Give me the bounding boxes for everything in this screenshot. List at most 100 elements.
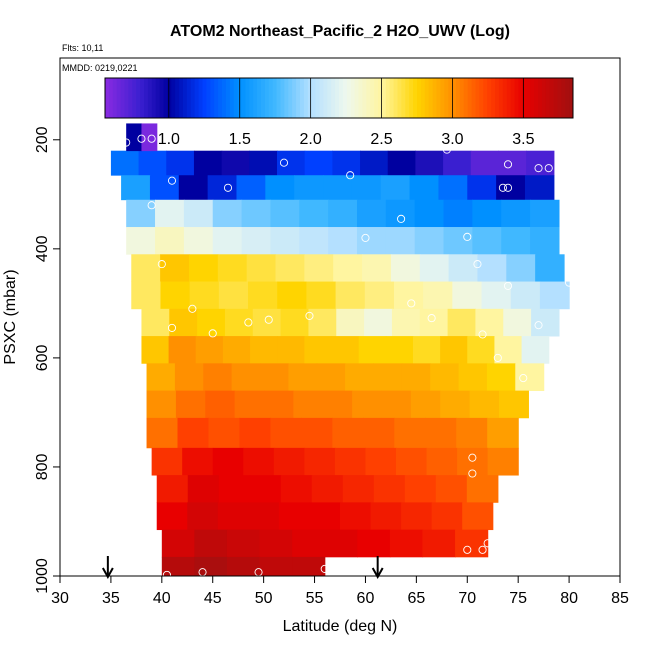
heatmap-cell xyxy=(409,175,440,201)
heatmap-cell xyxy=(193,150,223,176)
heatmap-cell xyxy=(110,150,140,176)
heatmap-cell xyxy=(270,417,302,449)
colorbar-swatch xyxy=(284,78,289,118)
colorbar-swatch xyxy=(241,78,246,118)
heatmap-cell xyxy=(423,281,453,310)
heatmap-cell xyxy=(414,199,445,228)
heatmap-cell xyxy=(156,502,188,531)
heatmap-cell xyxy=(187,502,219,531)
colorbar-swatch xyxy=(132,78,137,118)
colorbar-swatch xyxy=(569,78,574,118)
heatmap-cell xyxy=(456,417,488,449)
location-arrow-head xyxy=(101,567,114,580)
colorbar-swatch xyxy=(397,78,402,118)
sample-points xyxy=(122,134,574,579)
colorbar-swatch xyxy=(506,78,512,118)
heatmap-cell xyxy=(205,390,236,419)
heatmap-cell xyxy=(498,390,529,419)
colorbar-swatch xyxy=(229,78,235,118)
heatmap-cell xyxy=(175,390,206,419)
heatmap-cell xyxy=(412,336,441,364)
heatmap-cell xyxy=(168,336,197,364)
colorbar-swatch xyxy=(222,78,227,118)
colorbar-swatch xyxy=(467,78,473,118)
x-tick-label: 70 xyxy=(458,590,476,607)
sample-point xyxy=(473,260,482,269)
heatmap-cell xyxy=(178,175,209,201)
colorbar-swatch xyxy=(487,78,492,118)
heatmap-cell xyxy=(243,447,275,476)
colorbar-swatch xyxy=(311,78,317,118)
heatmap-cell xyxy=(160,281,191,310)
sample-point xyxy=(361,233,370,242)
heatmap-cell xyxy=(246,254,277,282)
heatmap-cell xyxy=(373,475,406,503)
colorbar-swatch xyxy=(498,78,504,118)
heatmap-cell xyxy=(250,336,278,364)
heatmap-cell xyxy=(422,529,456,558)
heatmap-cell xyxy=(443,150,472,176)
colorbar-swatch xyxy=(545,78,551,118)
colorbar-swatch xyxy=(272,78,278,118)
sample-point xyxy=(346,171,355,180)
heatmap-cell xyxy=(381,390,412,419)
heatmap-cell xyxy=(328,227,358,255)
heatmap-cell xyxy=(194,529,228,558)
colorbar-swatch xyxy=(155,78,161,118)
heatmap-cell xyxy=(435,475,468,503)
heatmap-cell xyxy=(455,529,489,558)
colorbar-swatch xyxy=(541,78,547,118)
heatmap-cell xyxy=(356,199,387,228)
x-tick-label: 35 xyxy=(102,590,120,607)
heatmap-cell xyxy=(389,529,424,558)
heatmap-cell xyxy=(498,150,527,176)
heatmap-cell xyxy=(221,150,250,176)
heatmap-cell xyxy=(264,390,294,419)
sample-point xyxy=(442,145,451,154)
sample-point xyxy=(305,311,314,320)
heatmap-cell xyxy=(161,556,195,577)
sample-point xyxy=(463,545,472,554)
x-tick-label: 65 xyxy=(407,590,425,607)
colorbar-swatch xyxy=(147,78,153,118)
colorbar-swatch xyxy=(381,78,387,118)
heatmap-cell xyxy=(370,502,402,531)
colorbar-swatch xyxy=(327,78,332,118)
colorbar-swatch xyxy=(495,78,500,118)
heatmap-cell xyxy=(218,281,249,310)
colorbar-swatch xyxy=(510,78,515,118)
heatmap-cell xyxy=(308,308,337,337)
heatmap-cell xyxy=(487,447,519,476)
sample-point xyxy=(483,539,492,548)
heatmap-cell xyxy=(316,363,346,392)
sample-point xyxy=(493,353,502,362)
x-tick-label: 30 xyxy=(51,590,69,607)
heatmap-cell xyxy=(277,150,306,176)
sample-point xyxy=(478,545,487,554)
colorbar-swatch xyxy=(479,78,484,118)
y-axis: 200 400 600 800 1000 xyxy=(34,126,60,594)
colorbar-swatch xyxy=(179,78,184,118)
heatmap-cell xyxy=(470,150,500,176)
x-axis: 30 35 40 45 50 55 60 65 70 75 80 85 xyxy=(51,576,629,607)
colorbar-swatch xyxy=(300,78,305,118)
colorbar-swatch xyxy=(218,78,223,118)
heatmap-cell xyxy=(335,281,366,310)
heatmap-cell xyxy=(438,175,468,201)
heatmap-cell xyxy=(218,475,251,503)
location-arrows xyxy=(101,556,384,580)
heatmap-cell xyxy=(352,390,383,419)
colorbar-swatch xyxy=(225,78,231,118)
heatmap-cell xyxy=(222,336,251,364)
heatmap-cell xyxy=(177,417,210,449)
heatmap-cells xyxy=(110,123,570,577)
heatmap-cell xyxy=(288,363,318,392)
heatmap-cell xyxy=(141,336,170,364)
x-tick-label: 75 xyxy=(509,590,527,607)
colorbar-swatch xyxy=(428,78,434,118)
sample-point xyxy=(468,469,477,478)
heatmap-cell xyxy=(309,502,341,531)
colorbar-swatch xyxy=(257,78,262,118)
colorbar-swatch xyxy=(307,78,313,118)
heatmap-cell xyxy=(304,447,336,476)
